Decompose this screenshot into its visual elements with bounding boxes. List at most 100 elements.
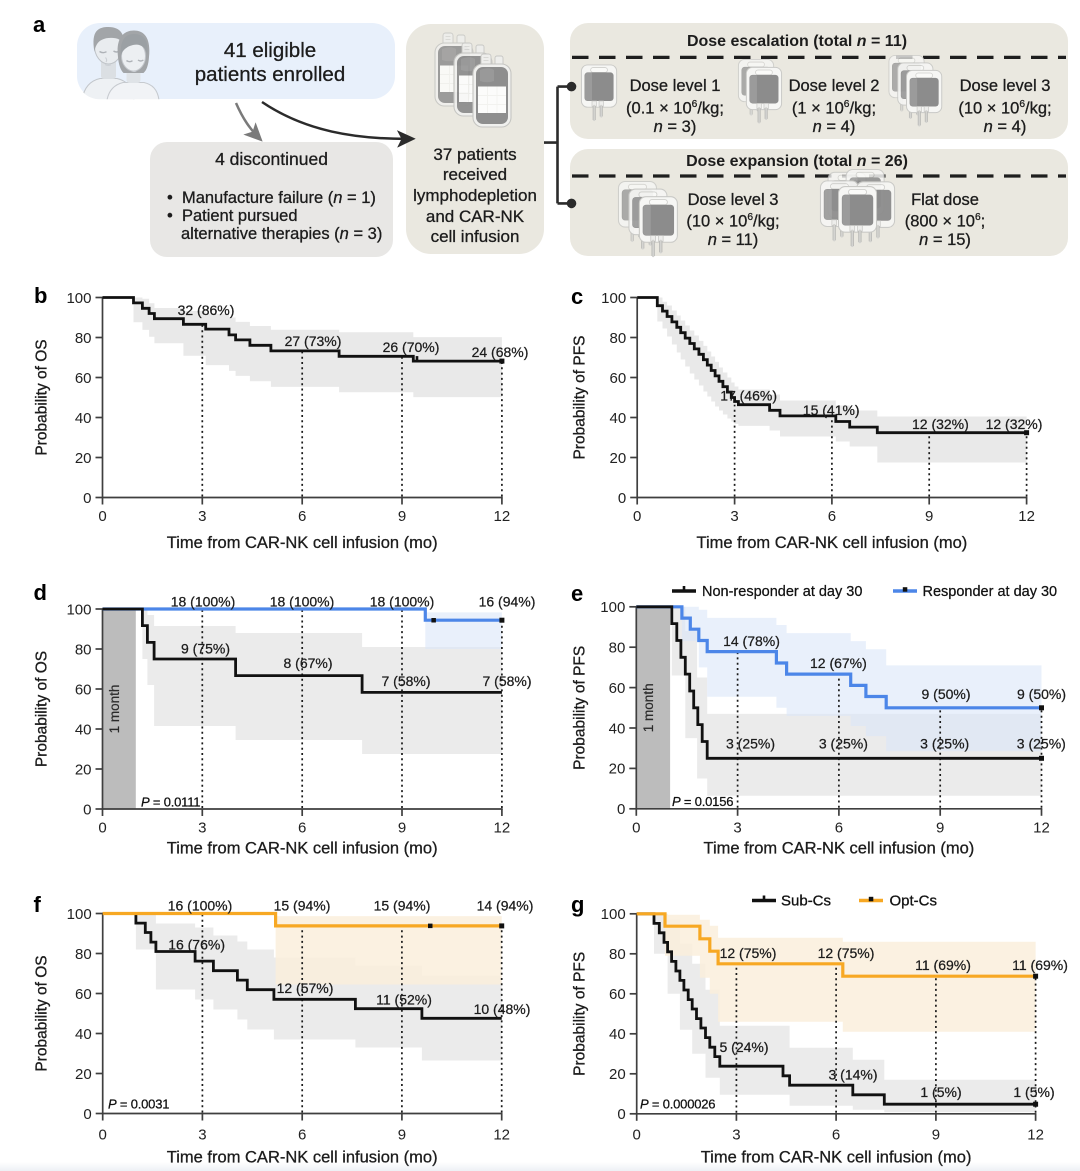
svg-text:12: 12: [1018, 508, 1035, 525]
svg-text:Time from CAR-NK cell infusion: Time from CAR-NK cell infusion (mo): [701, 1149, 972, 1167]
svg-text:32 (86%): 32 (86%): [178, 302, 235, 318]
svg-text:12: 12: [493, 1127, 510, 1144]
svg-text:40: 40: [75, 410, 92, 427]
svg-text:Probability of OS: Probability of OS: [34, 339, 51, 455]
svg-text:Opt-Cs: Opt-Cs: [890, 893, 938, 910]
svg-text:12 (75%): 12 (75%): [818, 945, 875, 961]
svg-text:3 (25%): 3 (25%): [920, 736, 969, 752]
svg-text:12: 12: [1027, 1127, 1044, 1144]
svg-text:16 (94%): 16 (94%): [479, 594, 536, 610]
svg-text:Sub-Cs: Sub-Cs: [781, 893, 831, 910]
svg-text:1 (5%): 1 (5%): [920, 1084, 961, 1100]
svg-text:20: 20: [75, 1066, 92, 1083]
svg-text:18 (100%): 18 (100%): [270, 594, 335, 610]
svg-text:12 (32%): 12 (32%): [986, 416, 1043, 432]
svg-text:9 (50%): 9 (50%): [1017, 686, 1066, 702]
svg-text:20: 20: [75, 761, 92, 778]
svg-text:3: 3: [198, 820, 206, 837]
svg-text:0: 0: [617, 1106, 625, 1123]
svg-text:0: 0: [83, 801, 91, 818]
svg-text:P = 0.0031: P = 0.0031: [108, 1097, 169, 1112]
svg-text:14 (94%): 14 (94%): [477, 898, 534, 914]
svg-text:60: 60: [609, 680, 626, 697]
svg-text:60: 60: [609, 986, 626, 1003]
svg-text:3: 3: [733, 820, 741, 837]
svg-text:100: 100: [601, 290, 626, 307]
svg-text:1 (5%): 1 (5%): [1013, 1084, 1054, 1100]
svg-text:3: 3: [732, 1127, 740, 1144]
svg-text:1 month: 1 month: [641, 683, 656, 732]
svg-text:9: 9: [398, 820, 406, 837]
svg-text:7 (58%): 7 (58%): [381, 673, 430, 689]
svg-text:7 (58%): 7 (58%): [482, 673, 531, 689]
svg-text:26 (70%): 26 (70%): [383, 339, 440, 355]
svg-text:80: 80: [609, 640, 626, 657]
svg-text:60: 60: [75, 370, 92, 387]
svg-text:80: 80: [609, 946, 626, 963]
svg-text:6: 6: [828, 508, 836, 525]
svg-text:P = 0.0111: P = 0.0111: [141, 795, 200, 810]
svg-text:6: 6: [298, 820, 306, 837]
svg-text:80: 80: [75, 330, 92, 347]
svg-text:Time from CAR-NK cell infusion: Time from CAR-NK cell infusion (mo): [167, 534, 438, 552]
svg-text:100: 100: [66, 290, 91, 307]
svg-text:20: 20: [609, 761, 626, 778]
svg-text:5 (24%): 5 (24%): [719, 1039, 768, 1055]
svg-text:12: 12: [494, 820, 511, 837]
svg-text:80: 80: [610, 330, 627, 347]
svg-text:11 (69%): 11 (69%): [1012, 957, 1068, 973]
svg-text:60: 60: [75, 986, 92, 1003]
svg-text:60: 60: [75, 681, 92, 698]
svg-text:0: 0: [632, 820, 640, 837]
svg-text:6: 6: [832, 1127, 840, 1144]
svg-text:27 (73%): 27 (73%): [285, 333, 342, 349]
svg-text:Time from CAR-NK cell infusion: Time from CAR-NK cell infusion (mo): [167, 840, 438, 858]
svg-text:9: 9: [398, 1127, 406, 1144]
svg-text:20: 20: [610, 450, 627, 467]
svg-text:0: 0: [633, 1127, 641, 1144]
svg-text:3 (14%): 3 (14%): [828, 1067, 877, 1083]
svg-text:6: 6: [835, 820, 843, 837]
svg-text:80: 80: [75, 946, 92, 963]
svg-text:Probability of PFS: Probability of PFS: [572, 335, 589, 459]
svg-text:Probability of OS: Probability of OS: [34, 955, 51, 1071]
svg-text:Probability of PFS: Probability of PFS: [572, 952, 589, 1076]
svg-text:15 (94%): 15 (94%): [374, 898, 431, 914]
svg-text:0: 0: [98, 820, 106, 837]
svg-text:40: 40: [75, 1026, 92, 1043]
svg-text:60: 60: [610, 370, 627, 387]
svg-text:12 (67%): 12 (67%): [810, 655, 867, 671]
svg-text:3: 3: [198, 1127, 206, 1144]
svg-text:P = 0.000026: P = 0.000026: [640, 1097, 715, 1112]
svg-text:3 (25%): 3 (25%): [819, 736, 868, 752]
svg-text:Non-responder at day 30: Non-responder at day 30: [702, 584, 862, 600]
svg-text:0: 0: [617, 801, 625, 818]
svg-text:18 (100%): 18 (100%): [171, 594, 236, 610]
svg-text:17 (46%): 17 (46%): [720, 388, 777, 404]
svg-text:24 (68%): 24 (68%): [472, 344, 529, 360]
svg-text:18 (100%): 18 (100%): [370, 594, 435, 610]
svg-text:Responder at day 30: Responder at day 30: [923, 584, 1058, 600]
svg-text:12: 12: [494, 508, 511, 525]
svg-text:0: 0: [99, 1127, 107, 1144]
svg-text:15 (94%): 15 (94%): [274, 898, 331, 914]
svg-text:40: 40: [610, 410, 627, 427]
svg-text:9: 9: [925, 508, 933, 525]
svg-text:12 (75%): 12 (75%): [720, 945, 777, 961]
svg-text:6: 6: [298, 1127, 306, 1144]
svg-text:40: 40: [609, 720, 626, 737]
svg-text:9: 9: [936, 820, 944, 837]
svg-text:P = 0.0156: P = 0.0156: [672, 794, 733, 809]
svg-text:1 month: 1 month: [107, 685, 122, 734]
svg-text:16 (76%): 16 (76%): [168, 937, 225, 953]
svg-text:40: 40: [609, 1026, 626, 1043]
svg-text:0: 0: [83, 490, 91, 507]
svg-text:11 (69%): 11 (69%): [915, 957, 971, 973]
svg-text:8 (67%): 8 (67%): [283, 655, 332, 671]
svg-text:0: 0: [633, 508, 641, 525]
svg-text:12: 12: [1033, 820, 1050, 837]
svg-text:11 (52%): 11 (52%): [376, 992, 432, 1008]
svg-text:Time from CAR-NK cell infusion: Time from CAR-NK cell infusion (mo): [704, 840, 975, 858]
svg-text:Time from CAR-NK cell infusion: Time from CAR-NK cell infusion (mo): [167, 1149, 438, 1167]
svg-text:100: 100: [67, 906, 92, 923]
